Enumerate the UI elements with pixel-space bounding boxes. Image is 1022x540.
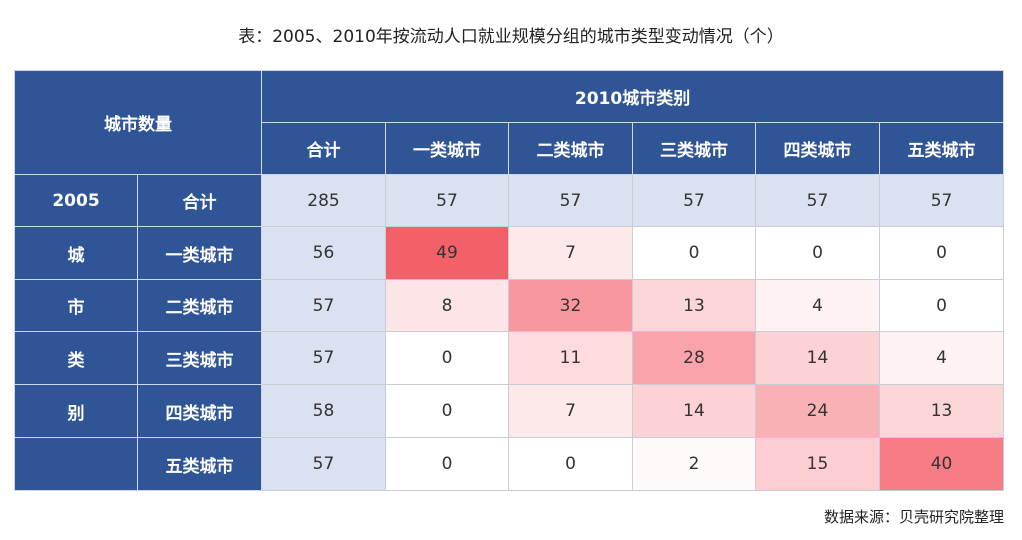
row-header: 二类城市 bbox=[137, 279, 262, 332]
table-cell: 57 bbox=[261, 437, 386, 491]
table-cell: 49 bbox=[385, 226, 509, 280]
row-header: 一类城市 bbox=[137, 226, 262, 280]
table-cell: 57 bbox=[878, 174, 1005, 227]
table-cell: 58 bbox=[261, 384, 386, 438]
table-cell: 4 bbox=[878, 331, 1005, 385]
column-group-label: 2010城市类别 bbox=[260, 70, 1005, 123]
table-cell: 285 bbox=[261, 174, 386, 227]
table-cell: 0 bbox=[878, 226, 1005, 280]
column-header: 四类城市 bbox=[755, 122, 880, 175]
row-group-side-label: 市 bbox=[14, 279, 138, 332]
row-group-side-label: 城 bbox=[14, 226, 138, 280]
table-cell: 2 bbox=[632, 437, 756, 491]
corner-label: 城市数量 bbox=[14, 70, 262, 175]
table-cell: 0 bbox=[632, 226, 756, 280]
table-cell: 0 bbox=[755, 226, 880, 280]
column-header: 三类城市 bbox=[632, 122, 756, 175]
table-cell: 56 bbox=[261, 226, 386, 280]
data-source: 数据来源：贝壳研究院整理 bbox=[823, 508, 1004, 526]
table-cell: 57 bbox=[632, 174, 756, 227]
table-cell: 57 bbox=[755, 174, 880, 227]
row-header: 四类城市 bbox=[137, 384, 262, 438]
table-cell: 14 bbox=[632, 384, 756, 438]
row-group-side-label: 别 bbox=[14, 384, 138, 438]
chart-title: 表：2005、2010年按流动人口就业规模分组的城市类型变动情况（个） bbox=[238, 27, 784, 47]
table-cell: 57 bbox=[261, 331, 386, 385]
table-cell: 40 bbox=[878, 437, 1005, 491]
table-cell: 4 bbox=[755, 279, 880, 332]
table-cell: 11 bbox=[508, 331, 633, 385]
table-cell: 8 bbox=[385, 279, 509, 332]
row-header: 三类城市 bbox=[137, 331, 262, 385]
table-cell: 15 bbox=[755, 437, 880, 491]
table-cell: 32 bbox=[508, 279, 633, 332]
table-cell: 7 bbox=[508, 384, 633, 438]
column-header: 一类城市 bbox=[385, 122, 509, 175]
table-cell: 0 bbox=[385, 437, 509, 491]
table-cell: 0 bbox=[508, 437, 633, 491]
column-header: 二类城市 bbox=[508, 122, 633, 175]
table-cell: 0 bbox=[385, 384, 509, 438]
table-cell: 24 bbox=[755, 384, 880, 438]
table-cell: 14 bbox=[755, 331, 880, 385]
row-group-label: 2005 bbox=[14, 174, 138, 227]
row-group-side-label bbox=[14, 437, 138, 491]
row-header: 五类城市 bbox=[137, 437, 262, 491]
row-group-side-label: 类 bbox=[14, 331, 138, 385]
table-cell: 7 bbox=[508, 226, 633, 280]
table-cell: 13 bbox=[878, 384, 1005, 438]
column-header: 五类城市 bbox=[878, 122, 1005, 175]
table-cell: 57 bbox=[385, 174, 509, 227]
table-cell: 0 bbox=[385, 331, 509, 385]
table-cell: 13 bbox=[632, 279, 756, 332]
column-header: 合计 bbox=[261, 122, 386, 175]
row-header: 合计 bbox=[137, 174, 262, 227]
table-cell: 57 bbox=[261, 279, 386, 332]
table-cell: 57 bbox=[508, 174, 633, 227]
table-cell: 0 bbox=[878, 279, 1005, 332]
transition-table: 城市数量 2010城市类别 合计 一类城市 二类城市 三类城市 四类城市 五类城市 2005 合计… bbox=[14, 70, 1005, 491]
table-cell: 28 bbox=[632, 331, 756, 385]
